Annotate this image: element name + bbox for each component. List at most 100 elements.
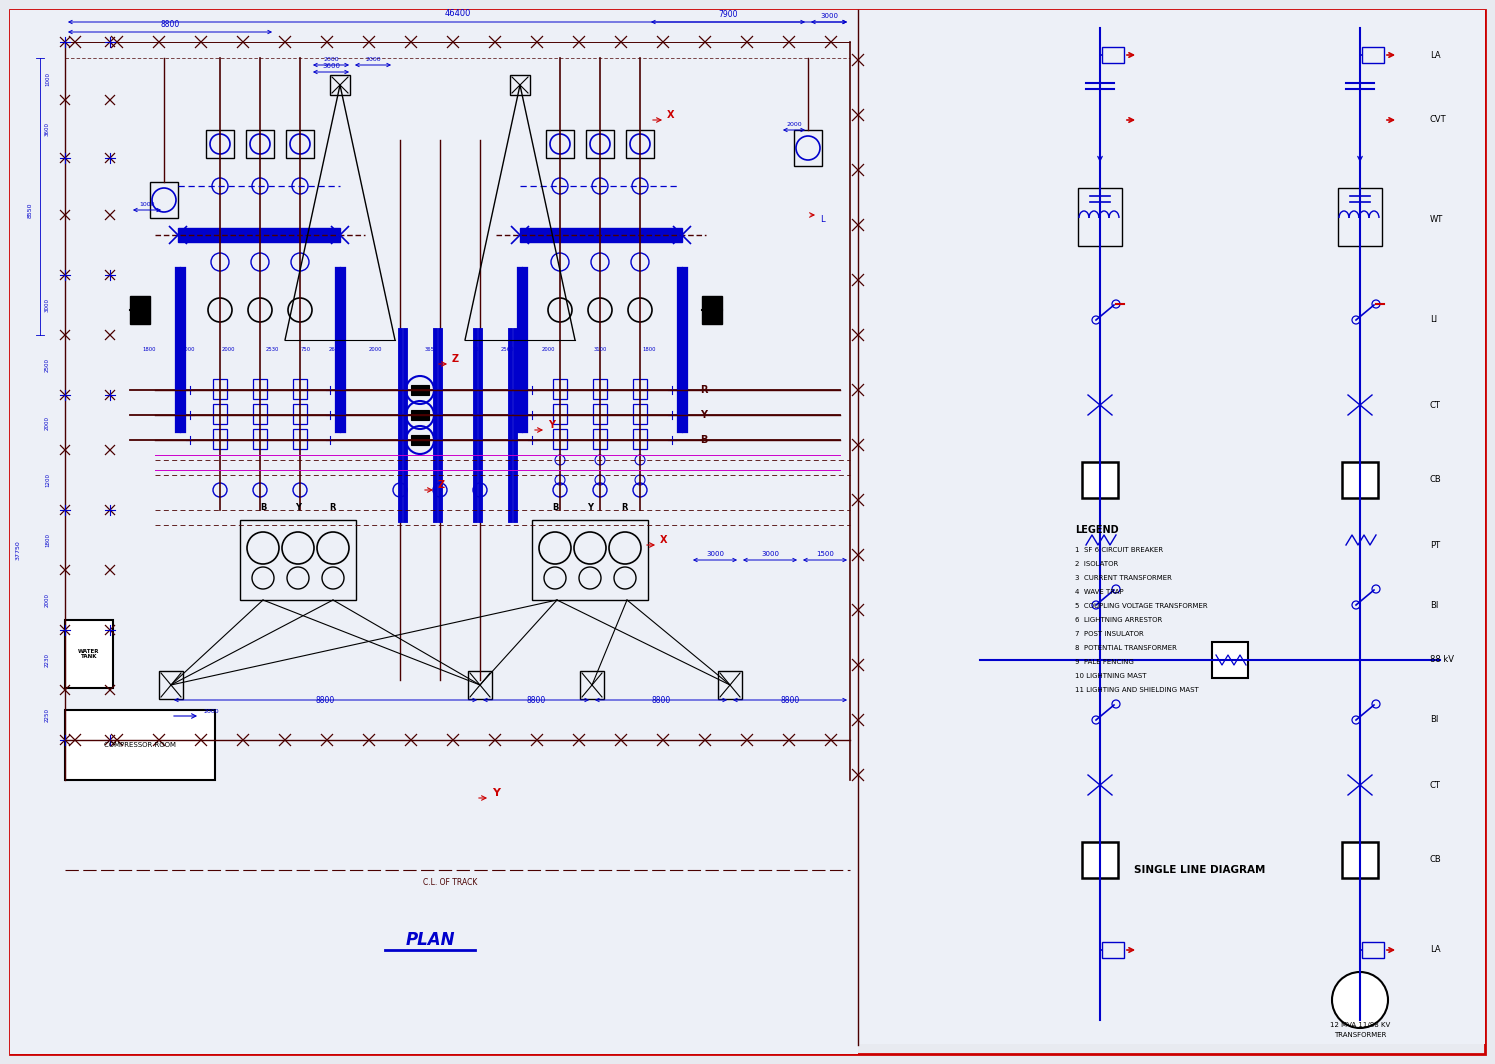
Bar (520, 228, 682, 242)
Bar (206, 130, 235, 157)
Text: 750: 750 (300, 347, 311, 352)
Text: R: R (622, 503, 628, 513)
Bar (330, 74, 350, 95)
Bar (411, 435, 429, 445)
Bar (1082, 842, 1118, 878)
Text: R: R (700, 385, 707, 395)
Text: 6  LIGHTNING ARRESTOR: 6 LIGHTNING ARRESTOR (1075, 617, 1162, 624)
Text: 46400: 46400 (444, 9, 471, 18)
Text: C.L. OF TRACK: C.L. OF TRACK (423, 878, 477, 887)
Text: 3  CURRENT TRANSFORMER: 3 CURRENT TRANSFORMER (1075, 575, 1172, 581)
Bar (253, 429, 268, 449)
Text: 3000: 3000 (761, 551, 779, 556)
Text: 8800: 8800 (315, 696, 335, 705)
Text: 1800: 1800 (45, 533, 49, 547)
Bar (411, 410, 429, 420)
Text: 11 LIGHTING AND SHIELDING MAST: 11 LIGHTING AND SHIELDING MAST (1075, 687, 1199, 693)
Text: 37750: 37750 (15, 541, 21, 560)
Bar (1343, 842, 1378, 878)
Text: PT: PT (1431, 541, 1440, 549)
Text: 2000: 2000 (786, 122, 801, 127)
Bar (626, 130, 653, 157)
Text: 8550: 8550 (27, 202, 33, 218)
Bar (718, 671, 742, 699)
Bar (1078, 188, 1123, 246)
Text: Y: Y (549, 420, 555, 430)
Text: X: X (667, 110, 674, 120)
Bar (594, 379, 607, 399)
Text: PLAN: PLAN (405, 931, 454, 949)
Text: R: R (330, 503, 336, 513)
Text: 1000: 1000 (139, 202, 155, 207)
Bar (632, 379, 647, 399)
Text: B: B (700, 435, 707, 445)
Text: 4  WAVE TRAP: 4 WAVE TRAP (1075, 589, 1124, 595)
Text: LA: LA (1431, 50, 1441, 60)
Text: SINGLE LINE DIAGRAM: SINGLE LINE DIAGRAM (1135, 865, 1266, 875)
Bar (1362, 47, 1384, 63)
Text: 2000: 2000 (181, 347, 194, 352)
Text: 2  ISOLATOR: 2 ISOLATOR (1075, 561, 1118, 567)
Text: 2000: 2000 (203, 709, 218, 714)
Bar (10, 10, 858, 1054)
Text: L: L (819, 216, 825, 225)
Text: 3650: 3650 (425, 347, 438, 352)
Text: X: X (659, 535, 667, 545)
Text: 2000: 2000 (221, 347, 235, 352)
Bar (586, 130, 614, 157)
Bar (594, 429, 607, 449)
Text: 2000: 2000 (541, 347, 555, 352)
Text: LEGEND: LEGEND (1075, 525, 1118, 535)
Text: 2000: 2000 (365, 57, 381, 62)
Bar (293, 429, 306, 449)
Text: Y: Y (588, 503, 594, 513)
Bar (253, 404, 268, 423)
Bar (546, 130, 574, 157)
Bar (632, 404, 647, 423)
Text: BI: BI (1431, 715, 1438, 725)
Bar (158, 671, 182, 699)
Text: BI: BI (1431, 600, 1438, 610)
Text: 2000: 2000 (323, 57, 339, 62)
Bar (594, 404, 607, 423)
Text: Z: Z (438, 480, 446, 491)
Bar (553, 429, 567, 449)
Text: B: B (552, 503, 558, 513)
Bar (703, 296, 722, 325)
Text: 3000: 3000 (819, 13, 839, 19)
Bar (130, 296, 150, 325)
Text: COMPRESSOR ROOM: COMPRESSOR ROOM (105, 742, 176, 748)
Text: WT: WT (1431, 216, 1443, 225)
Text: 1800: 1800 (643, 347, 656, 352)
Bar (1338, 188, 1381, 246)
Bar (293, 404, 306, 423)
Text: 3600: 3600 (321, 63, 339, 69)
Text: 1000: 1000 (45, 72, 49, 86)
Text: Y: Y (492, 788, 499, 798)
Text: Y: Y (295, 503, 300, 513)
Text: LA: LA (1431, 946, 1441, 954)
Bar (293, 379, 306, 399)
Bar (253, 379, 268, 399)
Text: 88 kV: 88 kV (1431, 655, 1455, 665)
Text: CB: CB (1431, 476, 1441, 484)
Text: 7900: 7900 (718, 10, 737, 19)
Text: 2500: 2500 (45, 358, 49, 372)
Text: 3000: 3000 (706, 551, 724, 556)
Bar (212, 404, 227, 423)
Text: WATER
TANK: WATER TANK (78, 649, 100, 660)
Text: 8  POTENTIAL TRANSFORMER: 8 POTENTIAL TRANSFORMER (1075, 645, 1177, 651)
Bar (150, 182, 178, 218)
Text: 2250: 2250 (45, 708, 49, 722)
Text: 2000: 2000 (45, 593, 49, 606)
Bar (1102, 942, 1124, 958)
Text: 2600: 2600 (329, 347, 342, 352)
Bar (64, 620, 114, 688)
Bar (510, 74, 531, 95)
Bar (794, 130, 822, 166)
Text: 2000: 2000 (368, 347, 381, 352)
Text: 3600: 3600 (45, 122, 49, 136)
Bar (1362, 942, 1384, 958)
Text: 12 MVA 11/88 KV: 12 MVA 11/88 KV (1331, 1023, 1390, 1028)
Bar (1212, 642, 1248, 678)
